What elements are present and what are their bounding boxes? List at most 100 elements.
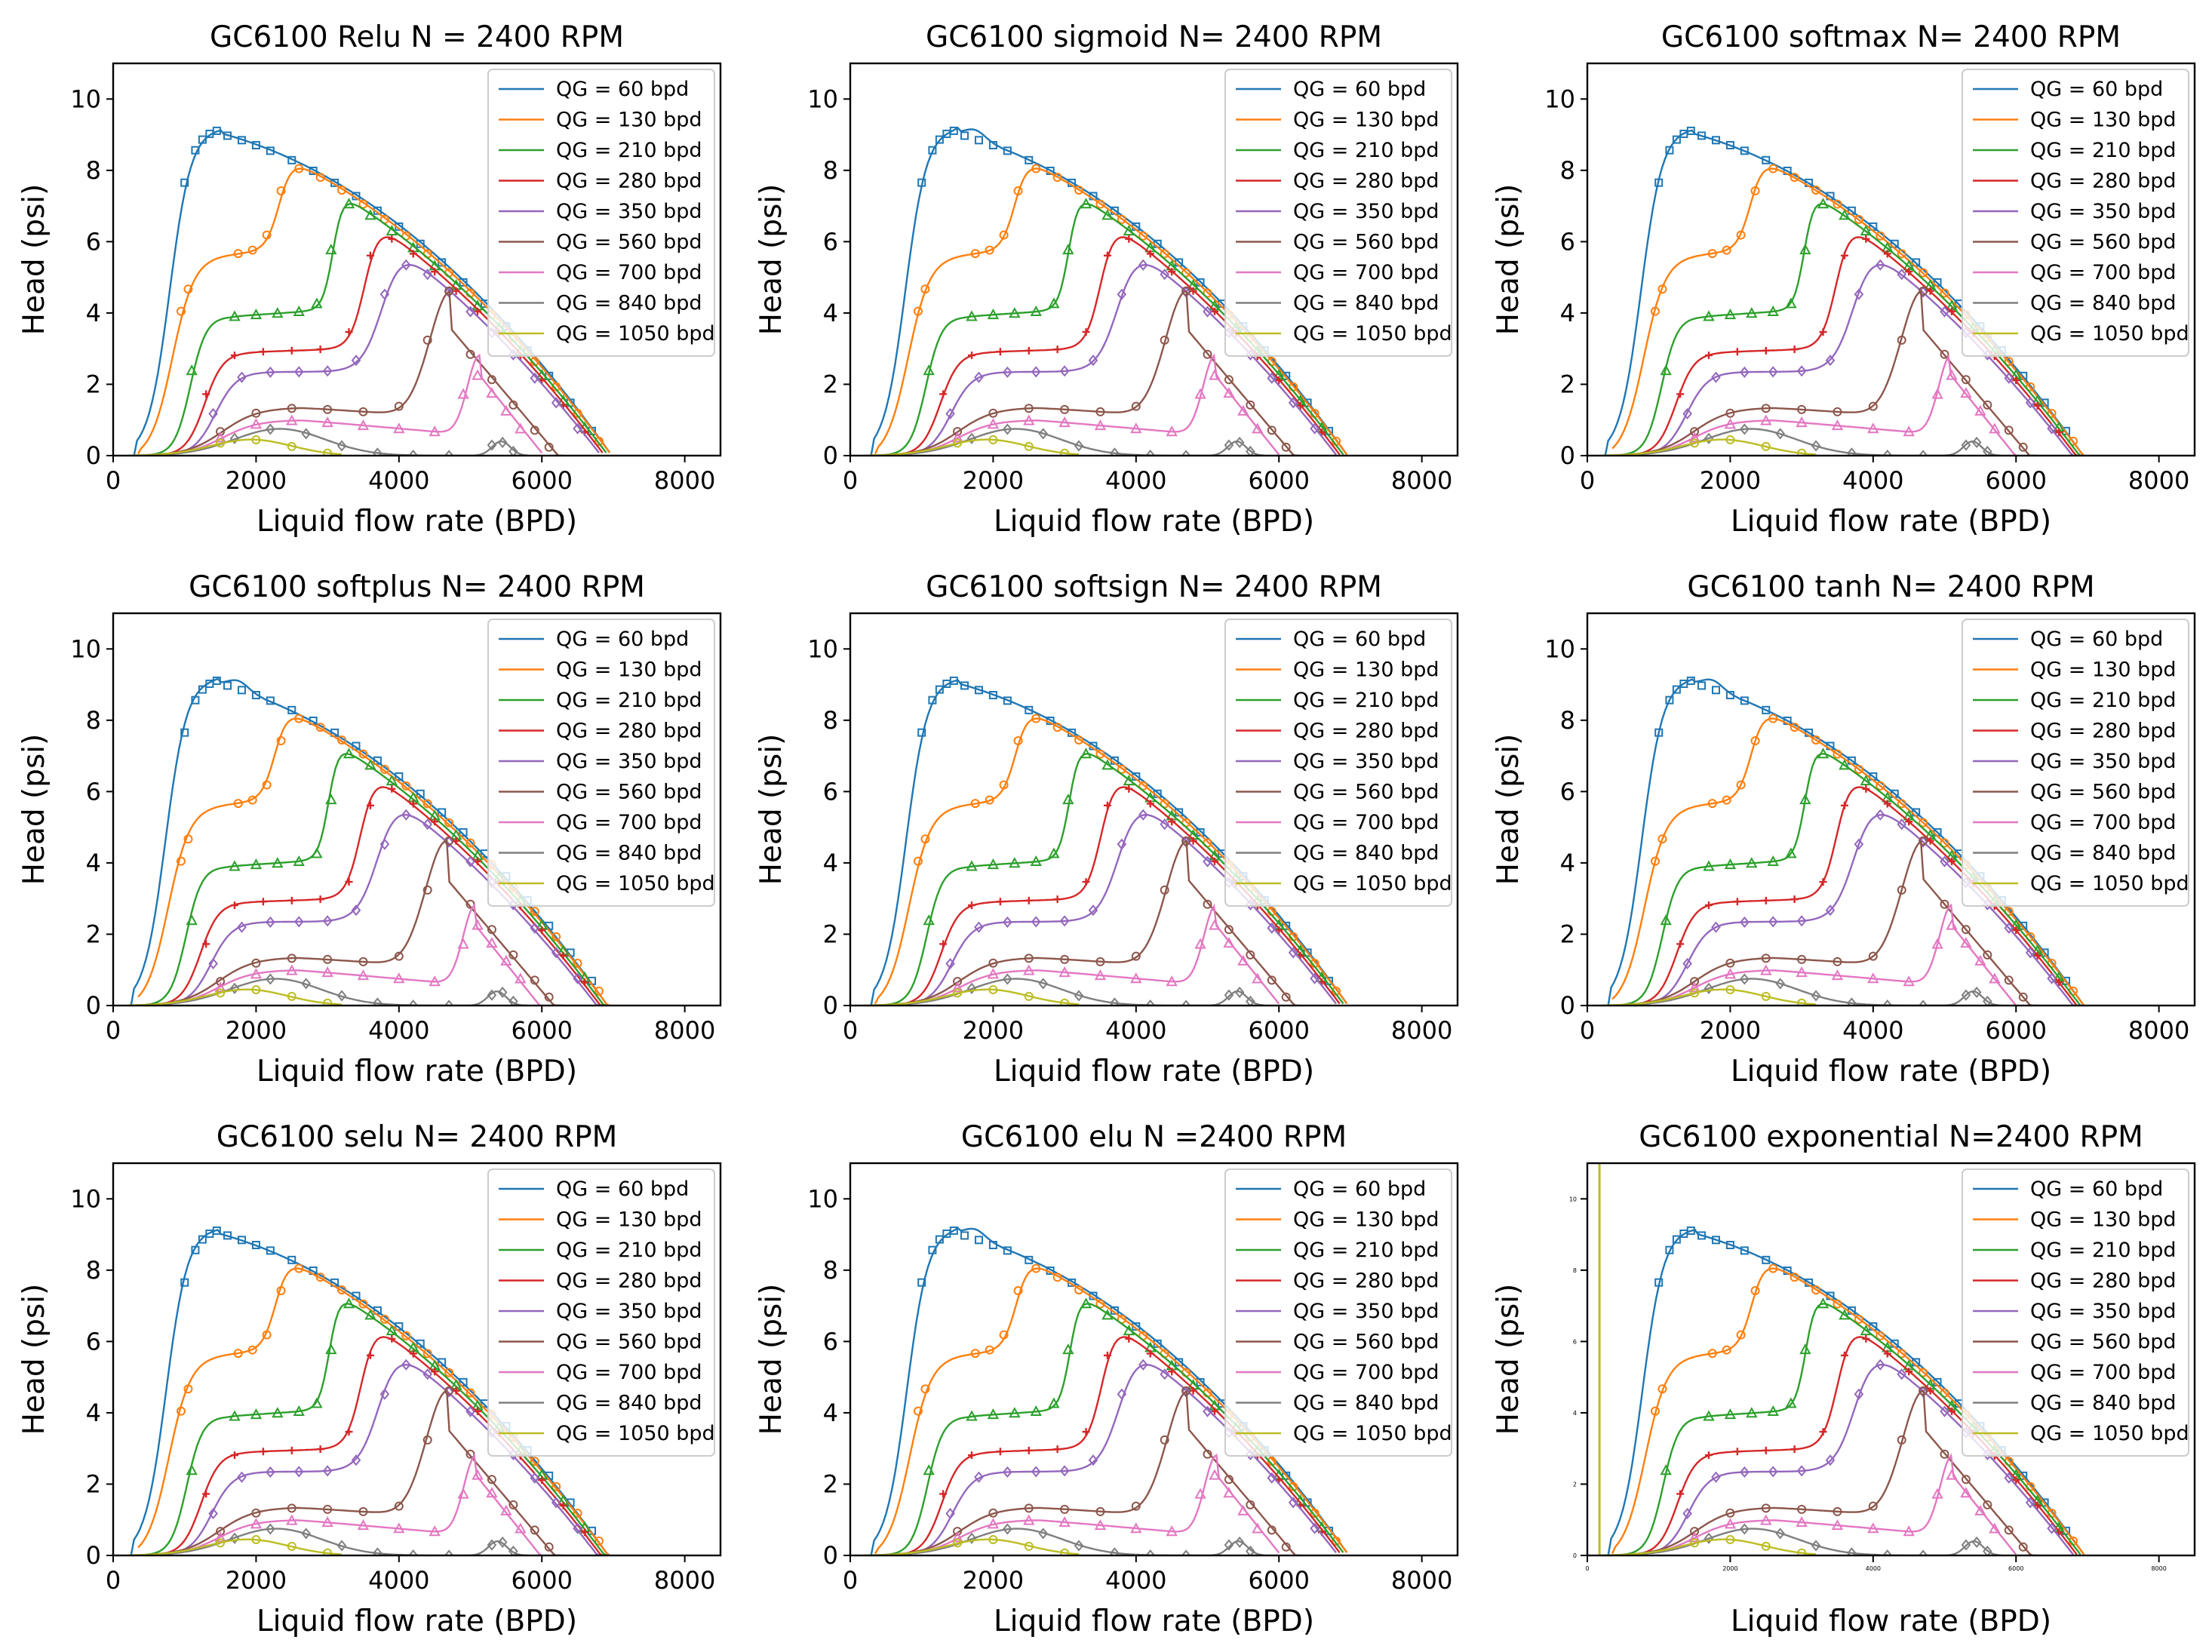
series-line-qg-3 — [145, 1302, 607, 1555]
data-point-qg-2 — [1052, 723, 1062, 732]
data-point-qg-2 — [1897, 249, 1906, 259]
data-point-qg-4 — [1125, 1334, 1133, 1343]
legend-label: QG = 700 bpd — [1293, 1361, 1439, 1384]
data-point-qg-9 — [287, 991, 296, 1001]
data-point-qg-6 — [1940, 1449, 1949, 1459]
series-line-qg-9 — [127, 438, 343, 456]
data-point-qg-6 — [1281, 1542, 1291, 1552]
data-point-qg-1 — [1711, 136, 1720, 145]
data-point-qg-2 — [1707, 249, 1717, 259]
data-point-qg-4 — [2033, 401, 2041, 410]
data-point-qg-2 — [465, 838, 475, 848]
series-line-qg-3 — [145, 203, 607, 456]
data-point-qg-5 — [1711, 1471, 1721, 1483]
data-point-qg-4 — [259, 348, 267, 356]
data-point-qg-2 — [183, 834, 193, 844]
data-point-qg-5 — [322, 915, 333, 927]
y-tick-label: 6 — [1560, 777, 1575, 806]
data-point-qg-1 — [191, 695, 200, 705]
y-tick-label: 4 — [1573, 1410, 1577, 1417]
x-tick-label: 4000 — [1105, 466, 1166, 495]
data-point-qg-1 — [1725, 1240, 1734, 1249]
data-point-qg-4 — [1168, 268, 1176, 276]
data-point-qg-4 — [1705, 1451, 1713, 1460]
data-point-qg-4 — [968, 352, 975, 360]
data-point-qg-1 — [1686, 676, 1695, 685]
data-point-qg-3 — [311, 847, 323, 858]
data-point-qg-7 — [1166, 1525, 1178, 1537]
data-point-qg-7 — [1223, 937, 1235, 948]
data-point-qg-5 — [1138, 809, 1148, 821]
x-tick-label: 6000 — [512, 1016, 573, 1045]
data-point-qg-2 — [999, 780, 1009, 790]
data-point-qg-6 — [1897, 885, 1906, 895]
data-point-qg-5 — [1138, 1359, 1148, 1371]
data-point-qg-7 — [486, 1487, 498, 1498]
series-line-qg-7 — [878, 903, 1280, 1006]
data-point-qg-4 — [1125, 785, 1133, 793]
data-point-qg-4 — [2033, 1501, 2041, 1509]
data-point-qg-3 — [1799, 794, 1811, 805]
data-point-qg-9 — [1690, 438, 1700, 448]
data-point-qg-8 — [266, 1523, 275, 1535]
data-point-qg-8 — [1224, 439, 1234, 451]
data-point-qg-4 — [1211, 857, 1218, 865]
data-point-qg-6 — [544, 442, 554, 452]
data-point-qg-5 — [422, 818, 433, 831]
data-point-qg-2 — [176, 1406, 186, 1416]
y-tick-label: 10 — [1544, 634, 1575, 663]
data-point-qg-4 — [452, 837, 460, 845]
data-point-qg-7 — [1931, 388, 1943, 399]
y-tick-label: 8 — [823, 706, 838, 735]
data-point-qg-7 — [1903, 425, 1915, 437]
legend-label: QG = 700 bpd — [556, 811, 702, 834]
data-point-qg-3 — [386, 224, 398, 236]
data-point-qg-6 — [1024, 404, 1034, 413]
data-point-qg-6 — [1203, 899, 1212, 909]
data-point-qg-3 — [1746, 1407, 1758, 1418]
data-point-qg-7 — [1796, 966, 1808, 978]
data-point-qg-8 — [1038, 978, 1049, 990]
data-point-qg-2 — [1074, 735, 1084, 745]
data-point-qg-3 — [1799, 1343, 1811, 1355]
legend-label: QG = 210 bpd — [1293, 139, 1439, 162]
data-point-qg-8 — [1074, 440, 1084, 452]
data-point-qg-7 — [1130, 1522, 1142, 1534]
series-line-qg-5 — [155, 813, 600, 1006]
data-point-qg-8 — [1234, 1536, 1245, 1549]
data-point-qg-7 — [1252, 972, 1264, 984]
data-point-qg-8 — [966, 432, 977, 444]
data-point-qg-6 — [1797, 954, 1807, 964]
data-point-qg-4 — [202, 940, 210, 948]
series-line-qg-9 — [1601, 438, 1817, 456]
x-tick-label: 8000 — [2151, 1565, 2166, 1572]
data-point-qg-5 — [1203, 855, 1212, 867]
data-point-qg-5 — [1088, 1454, 1098, 1466]
data-point-qg-4 — [1840, 801, 1848, 809]
legend: QG = 60 bpd QG = 130 bpd QG = 210 bpd QG = … — [487, 69, 715, 357]
data-point-qg-6 — [323, 954, 333, 964]
data-point-qg-8 — [266, 423, 275, 435]
data-point-qg-1 — [416, 789, 425, 798]
data-point-qg-8 — [1918, 450, 1928, 456]
data-point-qg-4 — [409, 800, 417, 808]
data-point-qg-3 — [250, 858, 263, 870]
data-point-qg-6 — [1961, 375, 1971, 385]
data-point-qg-2 — [1736, 780, 1746, 790]
data-point-qg-1 — [459, 278, 468, 287]
data-point-qg-7 — [1237, 404, 1249, 416]
x-tick-label: 0 — [106, 1016, 121, 1045]
y-tick-label: 0 — [823, 991, 838, 1020]
x-tick-label: 0 — [1580, 1016, 1595, 1045]
legend-label: QG = 1050 bpd — [2030, 322, 2189, 345]
data-point-qg-6 — [1983, 400, 1992, 410]
data-point-qg-7 — [457, 1488, 469, 1499]
data-point-qg-2 — [970, 799, 980, 809]
data-point-qg-5 — [422, 269, 433, 281]
data-point-qg-7 — [1209, 1469, 1221, 1480]
data-point-qg-2 — [1940, 1388, 1949, 1398]
x-tick-label: 2000 — [963, 466, 1024, 495]
data-point-qg-7 — [357, 419, 370, 431]
legend: QG = 60 bpd QG = 130 bpd QG = 210 bpd QG = … — [1962, 69, 2189, 357]
subplot-9: GC6100 exponential N=2400 RPM Liquid flow… — [1492, 1120, 2196, 1638]
